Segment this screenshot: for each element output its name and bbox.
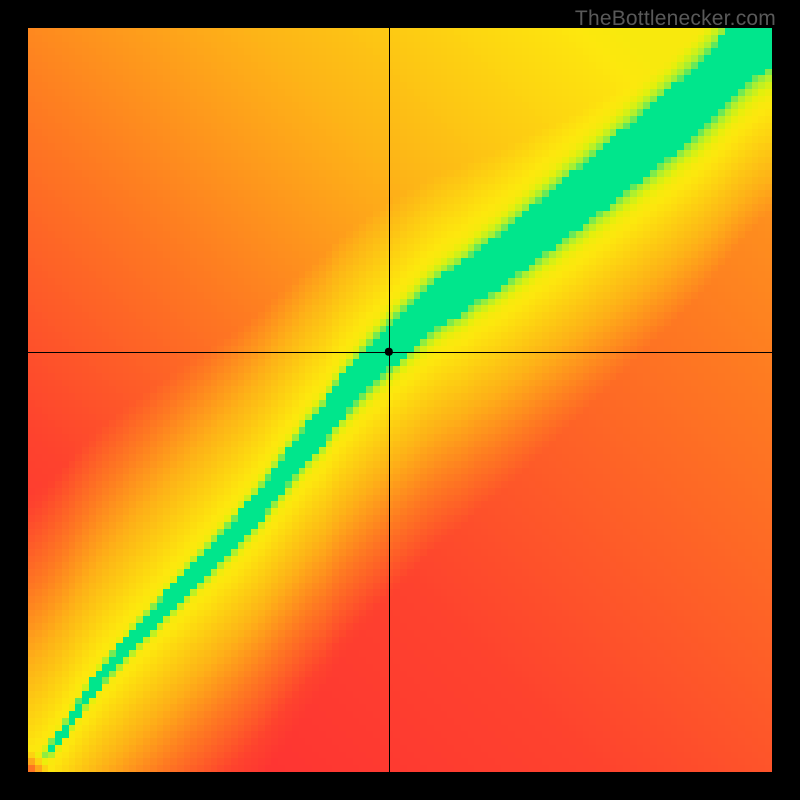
- bottleneck-heatmap: [28, 28, 772, 772]
- attribution-label: TheBottlenecker.com: [575, 7, 776, 31]
- chart-container: TheBottlenecker.com: [0, 0, 800, 800]
